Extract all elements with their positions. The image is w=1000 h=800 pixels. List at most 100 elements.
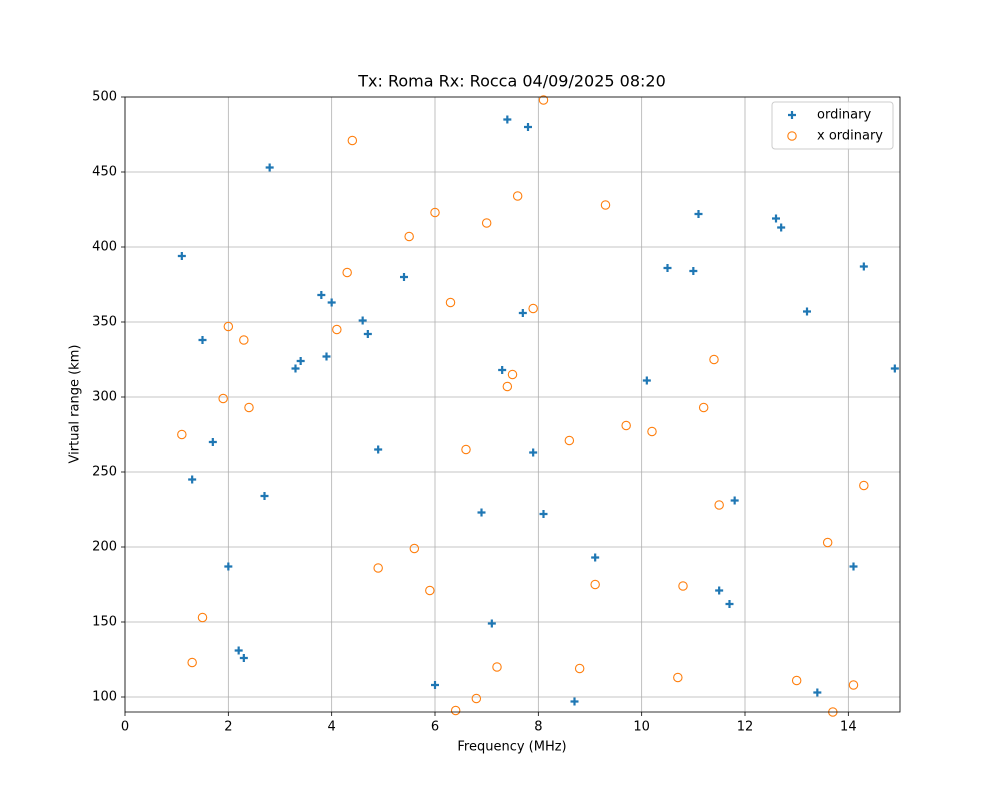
- plus-marker: [803, 307, 811, 316]
- plus-marker: [788, 111, 796, 119]
- plus-marker: [570, 697, 579, 706]
- plus-marker: [715, 586, 724, 595]
- y-tick-label: 150: [92, 615, 117, 630]
- plus-marker: [539, 510, 548, 518]
- circle-marker: [471, 693, 482, 704]
- y-tick-label: 450: [92, 165, 117, 180]
- plus-marker: [322, 352, 331, 361]
- circle-marker: [678, 581, 688, 591]
- plus-marker: [239, 654, 248, 662]
- y-tick-label: 300: [92, 390, 117, 405]
- circle-marker: [445, 297, 456, 308]
- x-tick-label: 6: [431, 720, 439, 735]
- x-axis-label: Frequency (MHz): [457, 740, 566, 755]
- x-tick-label: 0: [121, 720, 129, 735]
- circle-marker: [187, 657, 197, 668]
- circle-marker: [507, 369, 518, 380]
- plus-marker: [400, 273, 408, 281]
- x-tick-label: 14: [840, 720, 857, 735]
- plus-marker: [265, 163, 274, 172]
- legend-box: [771, 101, 894, 150]
- circle-marker: [425, 585, 435, 596]
- plus-marker: [291, 364, 300, 373]
- circle-marker: [239, 335, 249, 345]
- x-tick-label: 12: [737, 720, 754, 735]
- plus-marker: [498, 366, 507, 374]
- circle-marker: [461, 444, 471, 455]
- grid: [124, 96, 900, 712]
- plot-frame: [124, 96, 901, 713]
- circle-marker: [481, 218, 492, 228]
- circle-marker: [450, 705, 461, 716]
- plus-marker: [725, 600, 734, 608]
- circle-marker: [512, 191, 523, 201]
- plus-marker: [694, 210, 703, 218]
- circle-marker: [502, 381, 513, 392]
- plus-marker: [890, 364, 899, 373]
- x-tick-label: 4: [328, 720, 336, 735]
- plus-marker: [208, 438, 217, 446]
- circle-marker: [714, 500, 724, 510]
- y-tick-label: 400: [92, 240, 117, 255]
- plus-marker: [477, 508, 486, 517]
- circle-marker: [244, 402, 254, 413]
- x-tick-label: 8: [534, 720, 542, 735]
- chart-title: Tx: Roma Rx: Rocca 04/09/2025 08:20: [357, 72, 666, 91]
- plus-marker: [591, 553, 600, 562]
- legend-label: x ordinary: [817, 129, 883, 144]
- plus-marker: [772, 214, 780, 223]
- plus-marker: [859, 262, 868, 271]
- plus-marker: [813, 688, 822, 697]
- plus-marker: [374, 445, 383, 454]
- circle-marker: [404, 231, 414, 242]
- x-tick-label: 10: [633, 720, 650, 735]
- circle-marker: [492, 662, 502, 672]
- circle-marker: [673, 672, 683, 683]
- y-tick-label: 100: [92, 690, 117, 705]
- plus-marker: [529, 448, 538, 457]
- plus-marker: [487, 619, 496, 628]
- plus-marker: [730, 496, 739, 505]
- plus-marker: [363, 330, 372, 338]
- plus-marker: [177, 252, 186, 260]
- y-tick-label: 250: [92, 465, 117, 480]
- circle-marker: [409, 543, 420, 554]
- plus-marker: [188, 475, 197, 484]
- plus-marker: [503, 115, 512, 124]
- x-tick-label: 2: [224, 720, 232, 735]
- circle-marker: [218, 393, 228, 404]
- circle-marker: [528, 303, 538, 314]
- circle-marker: [848, 680, 859, 690]
- circle-marker: [791, 675, 802, 686]
- plus-marker: [524, 123, 532, 131]
- circle-marker: [621, 420, 631, 431]
- y-tick-label: 500: [92, 90, 117, 105]
- circle-marker: [197, 612, 208, 623]
- marks: [177, 95, 899, 717]
- plus-marker: [234, 646, 243, 655]
- plus-marker: [431, 681, 439, 689]
- plus-marker: [777, 223, 786, 232]
- circle-marker: [223, 321, 234, 332]
- circle-marker: [342, 267, 352, 278]
- circle-marker: [177, 429, 187, 440]
- circle-marker: [564, 435, 575, 446]
- circle-marker: [347, 135, 358, 146]
- plus-marker: [260, 492, 269, 500]
- plus-marker: [224, 562, 233, 571]
- plus-marker: [663, 264, 672, 272]
- plus-marker: [358, 316, 367, 325]
- plus-marker: [296, 357, 305, 365]
- circle-marker: [538, 95, 549, 105]
- plus-marker: [689, 267, 698, 275]
- circle-marker: [600, 200, 611, 210]
- circle-marker: [787, 131, 797, 141]
- axes: 0 2 4 6 8 10 12 14 100 150 200 250 300 350 400 450 500: [92, 90, 856, 735]
- plus-marker: [317, 291, 326, 299]
- circle-marker: [709, 354, 719, 365]
- legend: ordinary x ordinary: [771, 101, 894, 150]
- plus-marker: [518, 309, 527, 317]
- circle-marker: [373, 563, 383, 573]
- circle-marker: [859, 480, 869, 491]
